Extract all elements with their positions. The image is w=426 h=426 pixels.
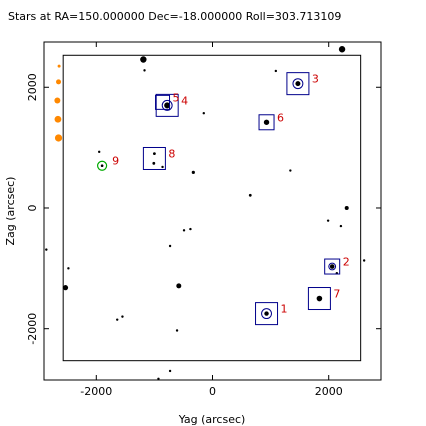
edge-star-point — [54, 115, 62, 123]
guide-star-circle — [261, 308, 272, 320]
guide-star-box — [258, 114, 275, 131]
star-point — [97, 150, 101, 154]
star-point — [264, 311, 269, 316]
star-point — [121, 315, 124, 318]
guide-star-box — [255, 302, 279, 326]
star-point — [67, 267, 70, 270]
x-axis-label: Yag (arcsec) — [178, 413, 246, 426]
star-point — [326, 219, 330, 222]
star-point — [202, 112, 205, 115]
star-point — [295, 81, 301, 87]
guide-star-label: 2 — [343, 256, 350, 269]
guide-star-circle — [292, 78, 304, 90]
edge-star-point — [54, 134, 63, 142]
star-point — [191, 170, 195, 174]
star-point — [263, 119, 270, 125]
star-point — [329, 264, 335, 269]
x-tick-label: 0 — [209, 385, 216, 398]
guide-star-box — [142, 146, 166, 170]
star-point — [274, 69, 278, 73]
ccd-field-box — [62, 54, 362, 362]
star-point — [168, 369, 172, 373]
star-point — [161, 165, 164, 169]
guide-star-box — [286, 72, 310, 96]
guide-star-circle — [328, 262, 337, 271]
star-point — [189, 227, 192, 231]
guide-star-box — [155, 93, 179, 117]
plot-frame — [43, 41, 382, 381]
axis-ticks: -2000 0 2000 -2000 0 2000 — [26, 42, 381, 398]
star-point — [62, 285, 69, 291]
star-point — [116, 318, 119, 321]
star-point — [143, 69, 146, 72]
star-point — [316, 295, 323, 302]
guide-star-box — [155, 94, 171, 110]
stars-layer — [45, 46, 366, 380]
star-point — [362, 259, 366, 262]
star-point — [344, 205, 349, 210]
guide-star-label: 8 — [168, 147, 175, 160]
guide-star-label: 3 — [312, 73, 319, 86]
guide-star-label: 4 — [181, 94, 188, 107]
fid-lights-layer: 9 — [97, 155, 119, 171]
star-point — [168, 244, 172, 248]
fid-light-label: 9 — [112, 155, 119, 168]
y-axis-label: Zag (arcsec) — [4, 177, 17, 246]
guide-star-circle — [161, 99, 173, 111]
star-point — [45, 248, 48, 251]
guide-star-label: 1 — [281, 303, 288, 316]
guide-star-box — [307, 287, 331, 311]
star-point — [164, 102, 171, 109]
edge-star-point — [57, 64, 61, 68]
fid-light-circle — [97, 160, 108, 171]
star-point — [152, 161, 156, 165]
x-tick-label: -2000 — [80, 385, 112, 398]
guide-star-box — [324, 258, 341, 275]
star-point — [175, 329, 179, 332]
star-point — [157, 377, 160, 380]
star-point — [182, 229, 186, 232]
y-tick-label: -2000 — [26, 313, 39, 345]
star-point — [176, 283, 182, 289]
guide-boxes-layer: 1 2 3 45 6 7 8 — [142, 72, 350, 326]
chart-title: Stars at RA=150.000000 Dec=-18.000000 Ro… — [8, 10, 341, 23]
edge-stars-layer — [54, 64, 63, 142]
guide-star-label: 5 — [173, 91, 180, 104]
star-point — [339, 224, 343, 228]
y-tick-label: 2000 — [26, 73, 39, 101]
star-point — [152, 152, 156, 156]
star-point — [140, 56, 147, 63]
star-point — [248, 193, 252, 197]
guide-star-label: 6 — [277, 111, 284, 124]
edge-star-point — [56, 79, 62, 85]
star-point — [289, 169, 292, 172]
y-tick-label: 0 — [26, 204, 39, 211]
edge-star-point — [54, 97, 61, 104]
guide-star-label: 7 — [333, 288, 340, 301]
fid-light-center — [100, 164, 104, 168]
star-point — [338, 46, 346, 53]
x-tick-label: 2000 — [315, 385, 343, 398]
